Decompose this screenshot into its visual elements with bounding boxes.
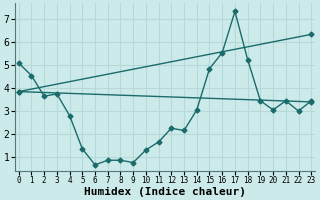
X-axis label: Humidex (Indice chaleur): Humidex (Indice chaleur): [84, 186, 246, 197]
